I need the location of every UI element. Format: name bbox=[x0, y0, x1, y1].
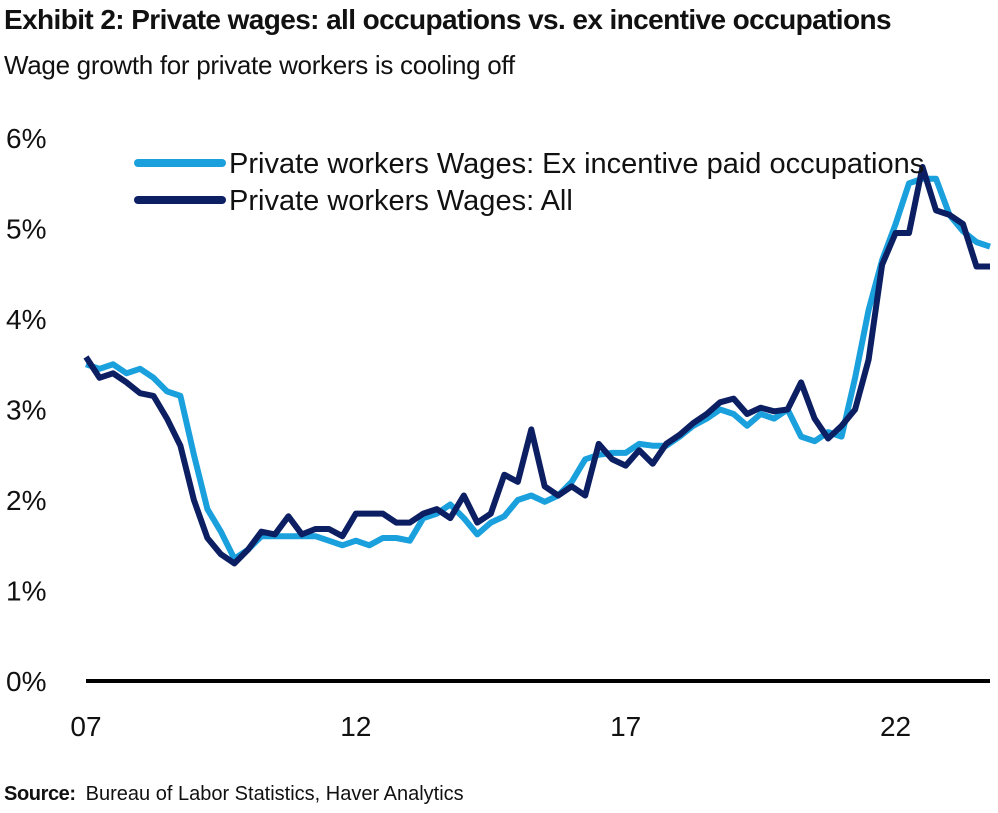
legend-label: Private workers Wages: Ex incentive paid… bbox=[229, 148, 924, 180]
y-tick-label: 1% bbox=[6, 576, 46, 607]
x-tick-label: 17 bbox=[610, 711, 641, 742]
x-tick-label: 22 bbox=[880, 711, 911, 742]
chart-title: Exhibit 2: Private wages: all occupation… bbox=[4, 4, 892, 35]
y-tick-label: 5% bbox=[6, 214, 46, 245]
x-tick-label: 12 bbox=[340, 711, 371, 742]
source-text: Bureau of Labor Statistics, Haver Analyt… bbox=[85, 783, 464, 805]
series-lines bbox=[83, 164, 991, 567]
x-tick-label: 07 bbox=[70, 711, 101, 742]
source-note: Source: Bureau of Labor Statistics, Haver… bbox=[4, 783, 464, 806]
y-axis-tick-labels: 0% 1% 2% 3% 4% 5% 6% bbox=[6, 123, 46, 697]
x-axis-tick-labels: 07 12 17 22 bbox=[70, 711, 911, 742]
legend-label: Private workers Wages: All bbox=[229, 185, 573, 217]
y-tick-label: 3% bbox=[6, 395, 46, 426]
y-tick-label: 4% bbox=[6, 304, 46, 335]
series-line-ex-incentive bbox=[85, 175, 991, 562]
y-tick-label: 0% bbox=[6, 666, 46, 697]
legend: Private workers Wages: Ex incentive paid… bbox=[134, 148, 924, 217]
series-line-all bbox=[83, 164, 990, 567]
y-tick-label: 2% bbox=[6, 485, 46, 516]
source-label: Source: bbox=[4, 783, 76, 805]
y-tick-label: 6% bbox=[6, 123, 46, 154]
chart-subtitle: Wage growth for private workers is cooli… bbox=[4, 50, 515, 80]
